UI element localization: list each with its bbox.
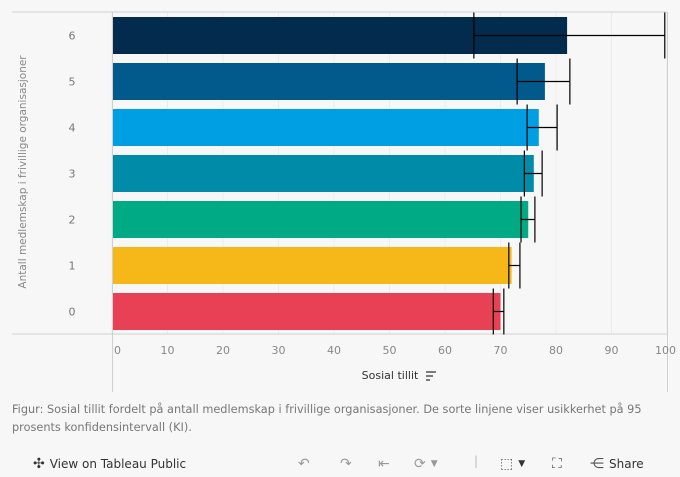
tableau-toolbar: ✣ View on Tableau Public ↶ ↷ ⇤ ⟳ ▼ | ⬚ ▼ ⛶… — [0, 450, 680, 477]
bar-0 — [113, 293, 501, 330]
y-tick-label: 3 — [69, 168, 76, 181]
x-tick-label: 0 — [114, 344, 121, 357]
y-tick-label: 1 — [69, 260, 76, 273]
redo-button[interactable]: ↷ — [340, 456, 352, 472]
bar-2 — [113, 201, 529, 238]
refresh-icon: ⟳ — [414, 456, 426, 472]
revert-button[interactable]: ⇤ — [378, 456, 390, 472]
x-tick-label: 80 — [549, 344, 563, 357]
chevron-down-icon: ▼ — [518, 459, 526, 469]
x-axis-title: Sosial tillit — [362, 369, 419, 382]
bar-5 — [113, 63, 545, 100]
undo-button[interactable]: ↶ — [298, 456, 310, 472]
fullscreen-button[interactable]: ⛶ — [552, 456, 562, 472]
tableau-logo-icon: ✣ — [33, 456, 45, 472]
figure-caption: Figur: Sosial tillit fordelt på antall m… — [12, 403, 642, 434]
x-tick-label: 10 — [161, 344, 175, 357]
x-tick-label: 50 — [383, 344, 397, 357]
toolbar-divider: | — [474, 454, 479, 468]
view-on-tableau-label: View on Tableau Public — [49, 457, 187, 471]
bar-1 — [113, 247, 512, 284]
bar-3 — [113, 155, 534, 192]
x-tick-label: 60 — [438, 344, 452, 357]
x-tick-label: 100 — [655, 344, 676, 357]
share-button[interactable]: ⋲ Share — [590, 456, 644, 472]
redo-icon: ↷ — [340, 456, 352, 472]
sort-icon — [426, 371, 436, 381]
x-tick-label: 90 — [605, 344, 619, 357]
refresh-button[interactable]: ⟳ ▼ — [414, 456, 438, 472]
fullscreen-icon: ⛶ — [552, 456, 562, 472]
x-tick-label: 70 — [494, 344, 508, 357]
x-tick-label: 30 — [272, 344, 286, 357]
undo-icon: ↶ — [298, 456, 310, 472]
chevron-down-icon: ▼ — [430, 459, 438, 469]
x-tick-label: 40 — [327, 344, 341, 357]
y-tick-label: 0 — [69, 306, 76, 319]
share-icon: ⋲ — [590, 456, 604, 472]
bar-4 — [113, 109, 539, 146]
download-icon: ⬚ — [500, 456, 514, 472]
x-tick-label: 20 — [216, 344, 230, 357]
y-tick-label: 2 — [69, 214, 76, 227]
view-on-tableau-button[interactable]: ✣ View on Tableau Public — [33, 456, 186, 472]
revert-icon: ⇤ — [378, 456, 390, 472]
download-button[interactable]: ⬚ ▼ — [500, 456, 525, 472]
y-tick-label: 5 — [69, 76, 76, 89]
share-label: Share — [609, 457, 644, 471]
y-axis-title: Antall medlemskap i frivillige organisas… — [17, 55, 29, 289]
y-tick-label: 6 — [69, 30, 76, 43]
y-tick-label: 4 — [69, 122, 76, 135]
